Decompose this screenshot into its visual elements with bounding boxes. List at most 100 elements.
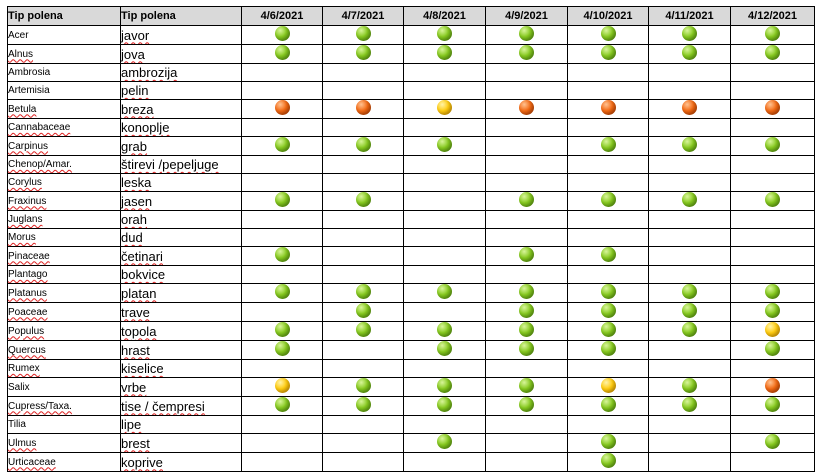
green-level-dot <box>274 247 290 263</box>
latin-name-cell: Rumex <box>7 359 121 378</box>
green-level-dot <box>600 434 616 450</box>
green-level-dot <box>437 26 452 42</box>
green-level-dot <box>765 45 780 61</box>
green-level-dot <box>682 137 697 153</box>
level-cell <box>241 81 323 100</box>
header-date: 4/11/2021 <box>648 6 731 26</box>
local-name-cell: tise / čempresi <box>120 396 242 416</box>
header-date: 4/6/2021 <box>241 6 323 26</box>
local-name-cell: kiselice <box>120 359 242 378</box>
level-cell <box>730 283 815 303</box>
level-cell <box>485 340 568 360</box>
level-cell <box>485 99 568 119</box>
level-cell <box>403 396 486 416</box>
level-cell <box>241 210 323 229</box>
level-cell <box>567 136 649 156</box>
latin-name-cell: Ulmus <box>7 433 121 453</box>
green-level-dot <box>600 247 616 263</box>
level-cell <box>322 396 404 416</box>
green-level-dot <box>519 26 534 42</box>
level-cell <box>730 25 815 45</box>
local-name-cell: trave <box>120 302 242 322</box>
local-name-cell: jova <box>120 44 242 64</box>
green-level-dot <box>519 284 534 300</box>
level-cell <box>241 265 323 284</box>
level-cell <box>241 433 323 453</box>
level-cell <box>403 246 486 266</box>
level-cell <box>567 63 649 82</box>
level-cell <box>241 396 323 416</box>
level-cell <box>648 81 731 100</box>
level-cell <box>648 118 731 137</box>
green-level-dot <box>437 434 452 450</box>
level-cell <box>567 191 649 211</box>
level-cell <box>241 415 323 434</box>
level-cell <box>403 155 486 174</box>
level-cell <box>241 191 323 211</box>
level-cell <box>567 359 649 378</box>
local-name-cell: konoplje <box>120 118 242 137</box>
level-cell <box>730 173 815 192</box>
green-level-dot <box>274 284 290 300</box>
level-cell <box>403 359 486 378</box>
local-name-cell: leska <box>120 173 242 192</box>
local-name-cell: topola <box>120 321 242 341</box>
latin-name-cell: Quercus <box>7 340 121 360</box>
green-level-dot <box>519 322 534 338</box>
level-cell <box>403 136 486 156</box>
latin-name-cell: Salix <box>7 377 121 397</box>
green-level-dot <box>274 322 290 338</box>
level-cell <box>322 340 404 360</box>
level-cell <box>322 25 404 45</box>
level-cell <box>648 340 731 360</box>
green-level-dot <box>519 247 534 263</box>
local-name-cell: platan <box>120 283 242 303</box>
level-cell <box>567 415 649 434</box>
local-name-cell: bokvice <box>120 265 242 284</box>
level-cell <box>730 210 815 229</box>
level-cell <box>322 63 404 82</box>
local-name-cell: vrbe <box>120 377 242 397</box>
level-cell <box>730 433 815 453</box>
green-level-dot <box>600 26 616 42</box>
level-cell <box>403 321 486 341</box>
level-cell <box>648 210 731 229</box>
level-cell <box>567 99 649 119</box>
level-cell <box>403 210 486 229</box>
level-cell <box>648 246 731 266</box>
level-cell <box>322 265 404 284</box>
level-cell <box>241 118 323 137</box>
table-row: Quercus hrast <box>7 340 815 360</box>
level-cell <box>485 228 568 247</box>
level-cell <box>322 155 404 174</box>
green-level-dot <box>274 45 290 61</box>
level-cell <box>403 228 486 247</box>
level-cell <box>241 302 323 322</box>
level-cell <box>322 377 404 397</box>
green-level-dot <box>355 26 371 42</box>
level-cell <box>485 63 568 82</box>
table-row: Rumex kiselice <box>7 359 815 378</box>
level-cell <box>648 191 731 211</box>
level-cell <box>241 359 323 378</box>
level-cell <box>241 228 323 247</box>
level-cell <box>567 283 649 303</box>
level-cell <box>403 25 486 45</box>
green-level-dot <box>600 397 616 413</box>
pollen-table-wrapper: Tip polena Tip polena 4/6/2021 4/7/2021 … <box>7 6 815 472</box>
level-cell <box>730 359 815 378</box>
local-name-cell: grab <box>120 136 242 156</box>
level-cell <box>648 99 731 119</box>
level-cell <box>241 283 323 303</box>
green-level-dot <box>519 397 534 413</box>
level-cell <box>485 302 568 322</box>
local-name-cell: jasen <box>120 191 242 211</box>
table-row: Cannabaceae konoplje <box>7 118 815 137</box>
level-cell <box>241 136 323 156</box>
orange-level-dot <box>274 100 290 116</box>
green-level-dot <box>682 45 697 61</box>
level-cell <box>322 173 404 192</box>
green-level-dot <box>765 397 780 413</box>
level-cell <box>648 228 731 247</box>
table-row: Corylus leska <box>7 173 815 192</box>
